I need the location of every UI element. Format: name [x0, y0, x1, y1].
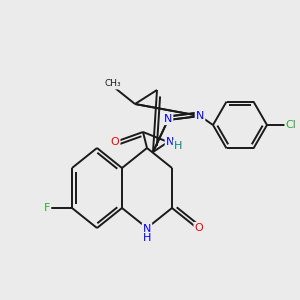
Text: Cl: Cl [286, 120, 296, 130]
Text: H: H [174, 141, 182, 151]
Text: N: N [166, 137, 174, 147]
Text: CH₃: CH₃ [105, 80, 121, 88]
Text: N: N [196, 111, 204, 121]
Text: F: F [44, 203, 50, 213]
Text: N: N [164, 114, 172, 124]
Text: O: O [111, 137, 119, 147]
Text: O: O [195, 223, 203, 233]
Text: H: H [143, 233, 151, 243]
Text: N: N [143, 224, 151, 234]
